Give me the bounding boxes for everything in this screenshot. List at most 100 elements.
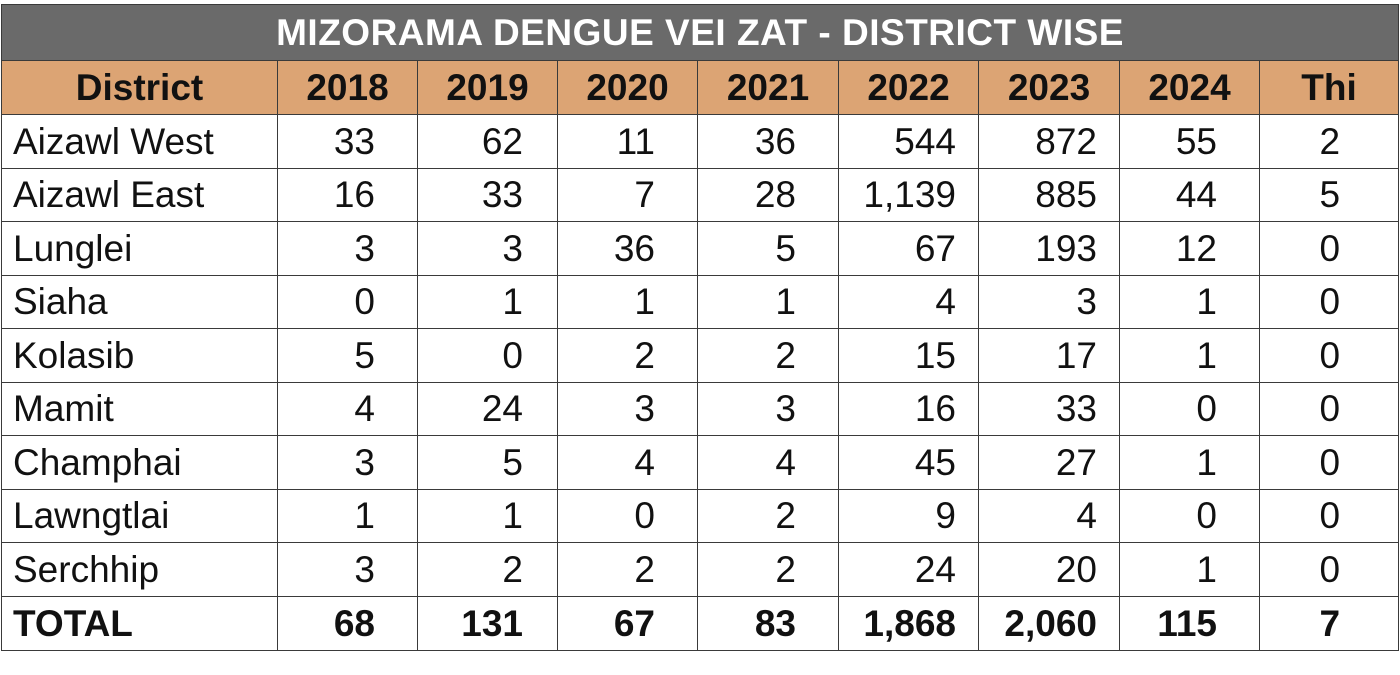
- cell-2024: 1: [1119, 274, 1260, 329]
- cell-2019: 33: [417, 167, 558, 222]
- cell-2024: 12: [1119, 221, 1260, 276]
- cell-2018: 5: [277, 328, 418, 383]
- table-title: MIZORAMA DENGUE VEI ZAT - DISTRICT WISE: [0, 4, 1400, 61]
- cell-2018: 4: [277, 381, 418, 436]
- table-row: Kolasib 5 0 2 2 15 17 1 0: [1, 328, 1400, 383]
- cell-2018: 3: [277, 542, 418, 597]
- total-2023: 2,060: [978, 595, 1120, 651]
- cell-2020: 2: [557, 328, 698, 383]
- header-2021: 2021: [697, 60, 839, 115]
- header-2018: 2018: [277, 60, 418, 115]
- cell-2024: 1: [1119, 435, 1260, 490]
- cell-2021: 1: [697, 274, 839, 329]
- cell-2024: 0: [1119, 381, 1260, 436]
- cell-thi: 0: [1258, 542, 1400, 597]
- cell-2023: 193: [978, 221, 1120, 276]
- cell-2018: 16: [277, 167, 418, 222]
- cell-2021: 4: [697, 435, 839, 490]
- cell-2022: 16: [838, 381, 979, 436]
- cell-2024: 0: [1119, 488, 1260, 543]
- cell-district: Kolasib: [1, 328, 278, 383]
- cell-2024: 1: [1119, 328, 1260, 383]
- cell-2021: 28: [697, 167, 839, 222]
- cell-2020: 11: [557, 114, 698, 169]
- cell-2022: 1,139: [838, 167, 979, 222]
- cell-2023: 27: [978, 435, 1120, 490]
- cell-2024: 44: [1119, 167, 1260, 222]
- cell-2024: 1: [1119, 542, 1260, 597]
- table-row: Champhai 3 5 4 4 45 27 1 0: [1, 435, 1400, 490]
- dengue-table-container: MIZORAMA DENGUE VEI ZAT - DISTRICT WISE …: [0, 4, 1400, 651]
- table-row: Lunglei 3 3 36 5 67 193 12 0: [1, 221, 1400, 276]
- cell-2021: 5: [697, 221, 839, 276]
- header-2020: 2020: [557, 60, 698, 115]
- header-2019: 2019: [417, 60, 558, 115]
- cell-2021: 36: [697, 114, 839, 169]
- cell-2022: 45: [838, 435, 979, 490]
- cell-2020: 1: [557, 274, 698, 329]
- table-body: Aizawl West 33 62 11 36 544 872 55 2 Aizawl East 1…: [1, 114, 1400, 597]
- cell-2022: 15: [838, 328, 979, 383]
- table-row: Lawngtlai 1 1 0 2 9 4 0 0: [1, 488, 1400, 543]
- cell-2021: 2: [697, 488, 839, 543]
- cell-thi: 0: [1258, 488, 1400, 543]
- cell-2023: 20: [978, 542, 1120, 597]
- cell-thi: 2: [1258, 114, 1400, 169]
- cell-2019: 2: [417, 542, 558, 597]
- total-2024: 115: [1119, 595, 1260, 651]
- cell-2023: 3: [978, 274, 1120, 329]
- cell-2022: 544: [838, 114, 979, 169]
- total-thi: 7: [1258, 595, 1400, 651]
- header-district: District: [1, 60, 278, 115]
- cell-2019: 0: [417, 328, 558, 383]
- cell-district: Serchhip: [1, 542, 278, 597]
- table-row: Mamit 4 24 3 3 16 33 0 0: [1, 381, 1400, 436]
- cell-2018: 3: [277, 221, 418, 276]
- cell-thi: 5: [1258, 167, 1400, 222]
- table-row: Aizawl East 16 33 7 28 1,139 885 44 5: [1, 167, 1400, 222]
- cell-2018: 3: [277, 435, 418, 490]
- cell-2021: 2: [697, 328, 839, 383]
- cell-2023: 872: [978, 114, 1120, 169]
- total-2022: 1,868: [838, 595, 979, 651]
- cell-2019: 1: [417, 488, 558, 543]
- header-2023: 2023: [978, 60, 1120, 115]
- column-header-row: District 2018 2019 2020 2021 2022 2023 2…: [1, 60, 1400, 115]
- cell-district: Lawngtlai: [1, 488, 278, 543]
- header-2024: 2024: [1119, 60, 1260, 115]
- cell-2023: 17: [978, 328, 1120, 383]
- cell-2020: 7: [557, 167, 698, 222]
- cell-2020: 4: [557, 435, 698, 490]
- cell-thi: 0: [1258, 435, 1400, 490]
- cell-2019: 62: [417, 114, 558, 169]
- cell-2022: 67: [838, 221, 979, 276]
- table-row: Serchhip 3 2 2 2 24 20 1 0: [1, 542, 1400, 597]
- cell-2020: 0: [557, 488, 698, 543]
- header-thi: Thi: [1258, 60, 1400, 115]
- cell-2019: 24: [417, 381, 558, 436]
- total-row: TOTAL 68 131 67 83 1,868 2,060 115 7: [1, 595, 1400, 651]
- cell-2020: 3: [557, 381, 698, 436]
- cell-district: Champhai: [1, 435, 278, 490]
- cell-2022: 24: [838, 542, 979, 597]
- cell-2021: 2: [697, 542, 839, 597]
- cell-2023: 33: [978, 381, 1120, 436]
- cell-2018: 0: [277, 274, 418, 329]
- table-row: Aizawl West 33 62 11 36 544 872 55 2: [1, 114, 1400, 169]
- cell-district: Aizawl West: [1, 114, 278, 169]
- cell-2023: 4: [978, 488, 1120, 543]
- table-title-row: MIZORAMA DENGUE VEI ZAT - DISTRICT WISE: [0, 4, 1400, 61]
- total-2018: 68: [277, 595, 418, 651]
- cell-district: Mamit: [1, 381, 278, 436]
- cell-2019: 3: [417, 221, 558, 276]
- cell-thi: 0: [1258, 381, 1400, 436]
- cell-2024: 55: [1119, 114, 1260, 169]
- cell-2021: 3: [697, 381, 839, 436]
- cell-thi: 0: [1258, 221, 1400, 276]
- cell-thi: 0: [1258, 328, 1400, 383]
- cell-2019: 5: [417, 435, 558, 490]
- total-2021: 83: [697, 595, 839, 651]
- total-2020: 67: [557, 595, 698, 651]
- cell-2022: 4: [838, 274, 979, 329]
- cell-2018: 33: [277, 114, 418, 169]
